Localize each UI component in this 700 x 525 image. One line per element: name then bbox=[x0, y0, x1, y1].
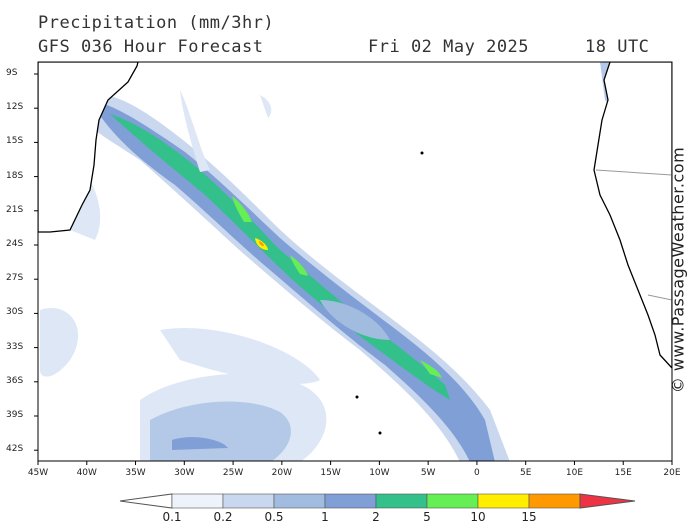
colorbar-label: 5 bbox=[423, 510, 431, 524]
country-border bbox=[647, 294, 672, 301]
precipitation-field bbox=[38, 62, 672, 461]
forecast-time: 18 UTC bbox=[585, 37, 650, 57]
latitude-label: 21S bbox=[6, 204, 24, 215]
longitude-label: 0 bbox=[474, 468, 480, 478]
latitude-label: 39S bbox=[6, 410, 24, 420]
island bbox=[420, 151, 424, 155]
precip-band-intense bbox=[290, 255, 308, 276]
latitude-label: 27S bbox=[6, 273, 24, 284]
precip-area-light bbox=[320, 300, 390, 340]
precip-band-intense bbox=[232, 196, 252, 222]
colorbar-segment bbox=[222, 493, 275, 509]
longitude-label: 5W bbox=[420, 468, 436, 478]
colorbar-label: 1 bbox=[321, 510, 329, 524]
longitude-label: 15W bbox=[320, 468, 341, 478]
latitude-label: 9S bbox=[6, 68, 18, 78]
colorbar-max-arrow bbox=[579, 493, 636, 509]
longitude-label: 35W bbox=[125, 468, 146, 478]
colorbar-segment bbox=[426, 493, 479, 509]
longitude-label: 10E bbox=[565, 468, 584, 478]
forecast-date: Fri 02 May 2025 bbox=[368, 37, 530, 57]
longitude-label: 25W bbox=[222, 468, 244, 478]
colorbar-label: 2 bbox=[372, 510, 380, 524]
longitude-label: 15E bbox=[614, 468, 632, 478]
longitude-label: 20E bbox=[663, 468, 681, 478]
colorbar-label: 0.2 bbox=[213, 510, 233, 524]
island bbox=[378, 431, 382, 435]
precip-area-light bbox=[40, 308, 79, 377]
precip-area-light bbox=[160, 328, 320, 384]
precip-band-intense bbox=[420, 360, 442, 378]
latitude-label: 36S bbox=[6, 375, 24, 386]
country-border bbox=[595, 169, 672, 176]
longitude-label: 10W bbox=[369, 468, 390, 478]
longitude-label: 40W bbox=[76, 468, 97, 478]
longitude-ticks bbox=[37, 461, 673, 465]
precip-area-light bbox=[260, 95, 272, 118]
colorbar-segment bbox=[171, 493, 224, 509]
precip-max bbox=[259, 241, 264, 246]
colorbar-segment bbox=[324, 493, 377, 509]
south-america-coastline bbox=[38, 62, 139, 233]
colorbar-segment bbox=[477, 493, 530, 509]
precip-band-medium bbox=[90, 100, 495, 461]
colorbar-segment bbox=[528, 493, 581, 509]
latitude-label: 24S bbox=[6, 239, 24, 249]
map-frame bbox=[37, 61, 673, 462]
colorbar-segment bbox=[375, 493, 428, 509]
colorbar-label: 0.5 bbox=[264, 510, 284, 524]
model-forecast-label: GFS 036 Hour Forecast bbox=[38, 37, 264, 57]
longitude-label: 45W bbox=[27, 468, 49, 478]
precip-area-medium bbox=[172, 437, 228, 450]
longitude-label: 30W bbox=[174, 468, 195, 478]
precip-area-light bbox=[180, 90, 210, 172]
colorbar-label: 10 bbox=[470, 510, 486, 524]
island bbox=[355, 395, 359, 399]
colorbar-label: 15 bbox=[521, 510, 537, 524]
colorbar-label: 0.1 bbox=[162, 510, 182, 524]
africa-coastline bbox=[593, 62, 672, 369]
title: Precipitation (mm/3hr) bbox=[38, 13, 275, 33]
latitude-label: 18S bbox=[6, 170, 24, 181]
latitude-label: 15S bbox=[6, 136, 24, 147]
longitude-label: 20W bbox=[271, 468, 293, 478]
latitude-label: 42S bbox=[6, 444, 24, 455]
site-credit: © www.PassageWeather.com bbox=[668, 146, 688, 394]
latitude-label: 33S bbox=[6, 341, 24, 352]
colorbar bbox=[119, 493, 636, 509]
latitude-label: 12S bbox=[6, 102, 24, 113]
longitude-label: 5E bbox=[519, 468, 532, 478]
latitude-label: 30S bbox=[6, 307, 24, 318]
latitude-ticks bbox=[34, 73, 38, 451]
colorbar-segment bbox=[273, 493, 326, 509]
colorbar-min-arrow bbox=[119, 493, 173, 509]
